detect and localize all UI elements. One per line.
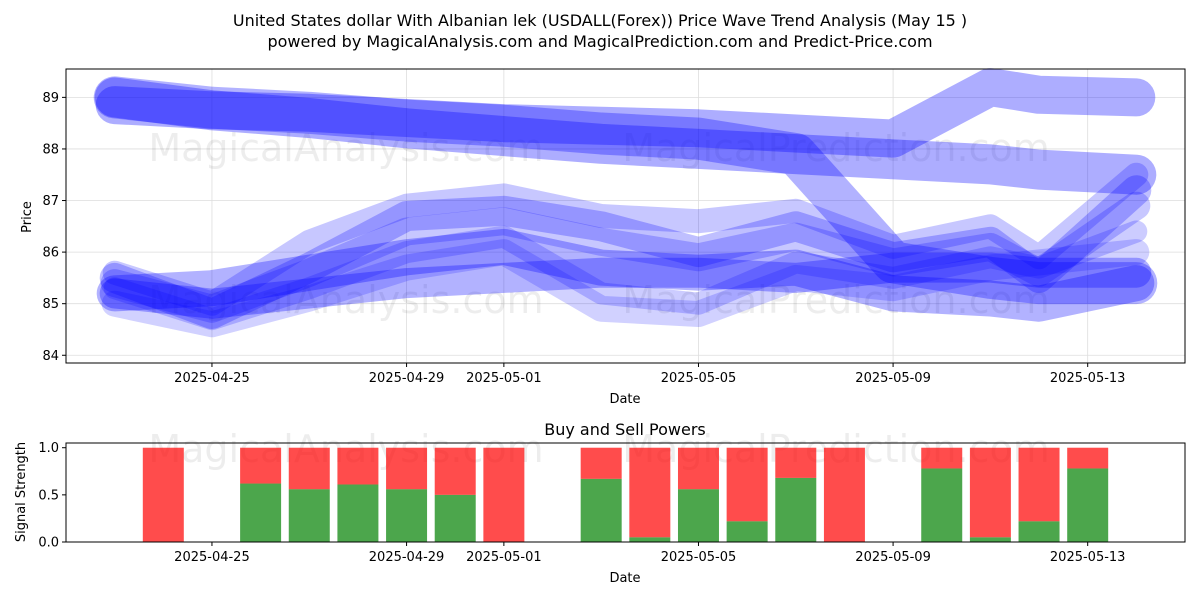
sell-power-bar: [386, 447, 428, 490]
signal-x-tick-label: 2025-05-05: [661, 550, 737, 565]
watermark-right-2: MagicalPrediction.com: [622, 278, 1050, 322]
buy-power-bar: [1067, 468, 1109, 542]
wave-series-line: [103, 220, 1148, 331]
buy-power-bar: [629, 537, 671, 542]
signal-axes: 2025-04-25 2025-04-29 2025-05-01 2025-05-05…: [38, 441, 1125, 565]
sell-power-bar: [775, 447, 817, 478]
sell-power-bar: [240, 447, 282, 484]
buy-power-bar: [240, 483, 282, 542]
price-y-tick-label: 87: [42, 194, 59, 209]
price-x-tick-label: 2025-05-09: [855, 371, 931, 386]
signal-chart-title: Buy and Sell Powers: [544, 420, 706, 439]
price-grid: [66, 69, 1185, 363]
sell-power-bar: [1018, 447, 1060, 522]
price-y-tick-label: 89: [42, 91, 59, 106]
signal-x-tick-label: 2025-05-13: [1050, 550, 1126, 565]
sell-power-bar: [823, 447, 865, 542]
sell-power-bar: [1067, 447, 1109, 469]
buy-power-bar: [677, 489, 719, 542]
price-plot-frame: [65, 68, 1186, 364]
signal-y-tick-label: 0.5: [38, 488, 59, 503]
sell-power-bar: [288, 447, 330, 490]
chart-title: United States dollar With Albanian lek (…: [233, 11, 967, 30]
signal-y-tick-label: 1.0: [38, 441, 59, 456]
buy-power-bar: [580, 478, 622, 542]
buy-power-bar: [969, 537, 1011, 542]
wave-series-line: [96, 228, 1155, 322]
sell-power-bar: [337, 447, 379, 485]
price-x-tick-label: 2025-05-13: [1050, 371, 1126, 386]
watermark-left-2: MagicalAnalysis.com: [148, 278, 543, 322]
wave-series-line: [94, 77, 1157, 195]
price-y-tick-label: 88: [42, 142, 59, 157]
sell-power-bar: [629, 447, 671, 538]
watermark-left: MagicalAnalysis.com: [148, 126, 543, 170]
buy-sell-panel: Buy and Sell Powers MagicalAnalysis.com …: [14, 420, 1186, 586]
price-y-tick-label: 84: [42, 349, 59, 364]
buy-power-bar: [921, 468, 963, 542]
wave-series-line: [93, 76, 1158, 305]
price-x-tick-label: 2025-05-05: [661, 371, 737, 386]
sell-power-bar: [434, 447, 476, 495]
signal-x-tick-label: 2025-04-25: [174, 550, 250, 565]
sell-power-bar: [726, 447, 768, 522]
wave-series-line: [101, 239, 1150, 338]
signal-y-tick-label: 0.0: [38, 536, 59, 551]
price-y-label: Price: [20, 201, 35, 233]
sell-power-bar: [921, 447, 963, 469]
price-y-tick-label: 86: [42, 246, 59, 261]
price-x-tick-label: 2025-05-01: [466, 371, 542, 386]
signal-x-label: Date: [609, 571, 640, 586]
wave-series-line: [99, 175, 1152, 329]
sell-power-bar: [580, 447, 622, 479]
price-y-tick-label: 85: [42, 297, 59, 312]
sell-power-bar: [677, 447, 719, 490]
wave-series-line: [100, 191, 1151, 323]
price-x-tick-label: 2025-04-25: [174, 371, 250, 386]
price-x-label: Date: [609, 392, 640, 407]
buy-power-bar: [337, 484, 379, 542]
wave-series-line: [99, 252, 1152, 319]
price-wave-panel: MagicalAnalysis.com MagicalPrediction.co…: [20, 68, 1186, 407]
signal-x-tick-label: 2025-04-29: [369, 550, 445, 565]
buy-power-bar: [386, 489, 428, 542]
watermark-right: MagicalPrediction.com: [622, 126, 1050, 170]
chart-subtitle: powered by MagicalAnalysis.com and Magic…: [267, 32, 932, 51]
buy-power-bar: [434, 494, 476, 542]
sell-power-bar: [142, 447, 184, 542]
price-axes: 2025-04-25 2025-04-29 2025-05-01 2025-05-05…: [42, 91, 1125, 386]
wave-series-group: [93, 68, 1158, 338]
signal-y-label: Signal Strength: [14, 442, 29, 542]
buy-power-bar: [726, 521, 768, 542]
signal-plot-frame: [65, 442, 1186, 543]
price-x-tick-label: 2025-04-29: [369, 371, 445, 386]
buy-power-bar: [288, 489, 330, 542]
buy-power-bar: [775, 477, 817, 542]
wave-series-line: [102, 162, 1149, 316]
signal-x-tick-label: 2025-05-09: [855, 550, 931, 565]
signal-bars-group: [142, 447, 1109, 542]
sell-power-bar: [483, 447, 525, 542]
buy-power-bar: [1018, 521, 1060, 542]
sell-power-bar: [969, 447, 1011, 538]
wave-series-line: [95, 68, 1156, 158]
signal-x-tick-label: 2025-05-01: [466, 550, 542, 565]
